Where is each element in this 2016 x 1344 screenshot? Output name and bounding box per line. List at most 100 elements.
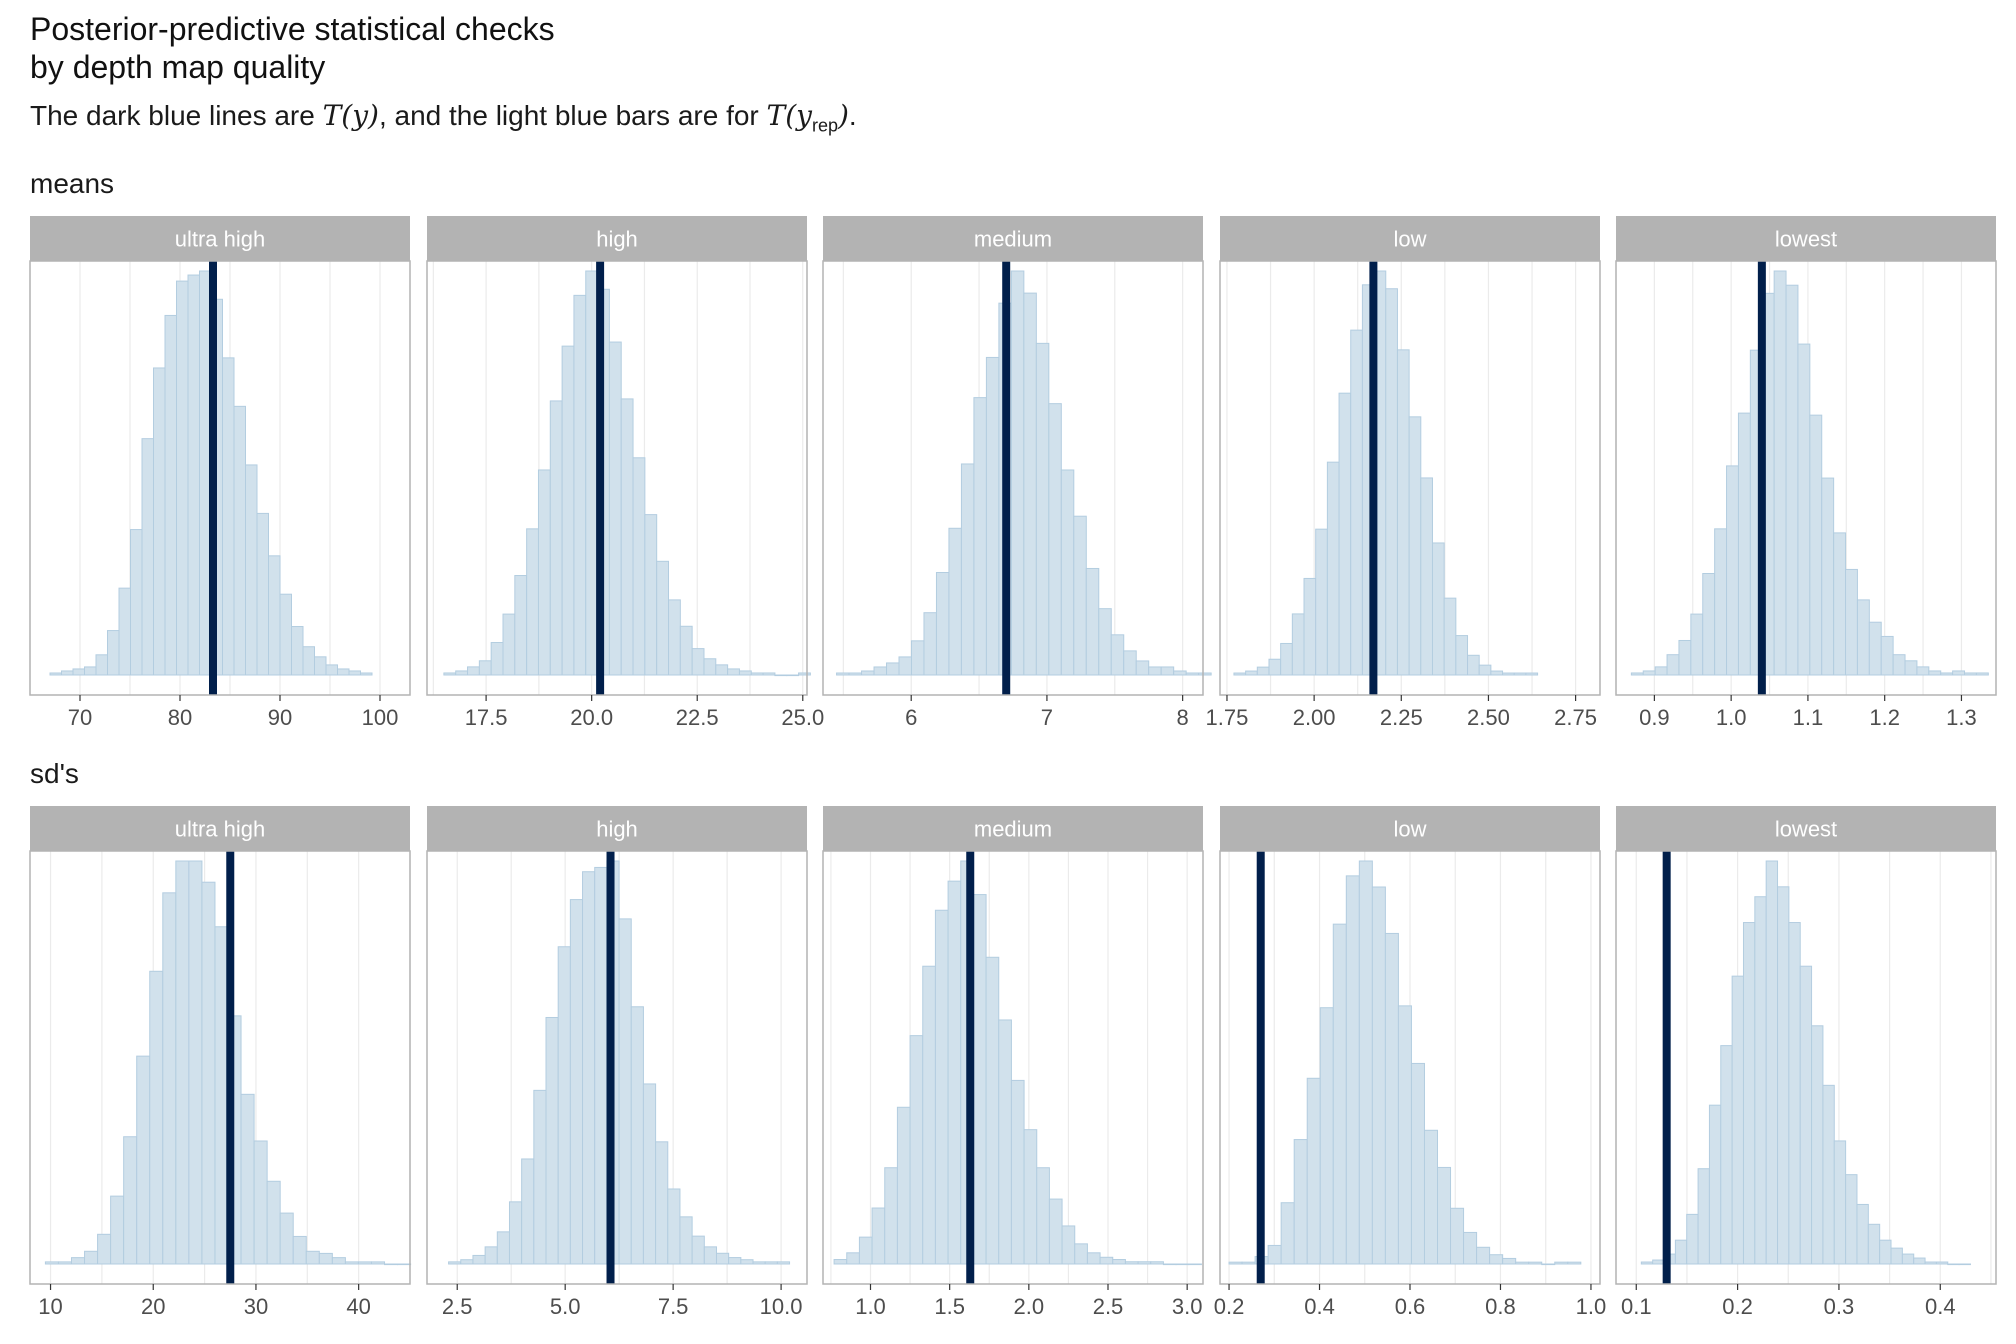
bar-means-lowest-25 <box>1928 670 1942 676</box>
bar-sd-s-high-4 <box>496 1231 510 1265</box>
bar-sd-s-high-5 <box>508 1201 523 1265</box>
bar-means-low-15 <box>1408 416 1422 676</box>
bar-sd-s-lowest-17 <box>1833 1140 1847 1265</box>
bar-means-ultra-high-0 <box>49 672 62 676</box>
bar-sd-s-ultra-high-16 <box>253 1140 268 1265</box>
tick-label-means-low-4: 2.75 <box>1554 705 1597 730</box>
bar-sd-s-lowest-19 <box>1856 1203 1869 1265</box>
bar-means-low-9 <box>1338 392 1352 676</box>
bar-sd-s-medium-18 <box>1061 1225 1076 1265</box>
bar-sd-s-medium-25 <box>1150 1261 1164 1265</box>
tick-label-sd-s-low-2: 0.6 <box>1395 1294 1426 1319</box>
panel-sd-s-medium: medium 1.0 1.5 2.0 2.5 3.0 <box>822 806 1204 1319</box>
bar-sd-s-ultra-high-15 <box>240 1093 255 1265</box>
bar-means-lowest-28 <box>1964 672 1977 676</box>
subtitle-ty-rep-close: ) <box>837 99 849 132</box>
bar-means-lowest-1 <box>1642 670 1656 676</box>
bar-sd-s-high-1 <box>460 1259 474 1265</box>
bar-means-high-1 <box>455 670 469 676</box>
bar-sd-s-ultra-high-0 <box>44 1261 59 1265</box>
bar-means-high-7 <box>526 528 539 676</box>
bar-means-ultra-high-9 <box>153 367 166 676</box>
bar-sd-s-medium-17 <box>1048 1198 1063 1265</box>
bar-sd-s-medium-7 <box>922 965 936 1265</box>
bar-sd-s-high-12 <box>594 866 608 1265</box>
tick-label-means-high-0: 17.5 <box>465 705 508 730</box>
bar-means-high-4 <box>490 642 504 676</box>
bar-sd-s-low-7 <box>1319 1007 1334 1265</box>
bar-sd-s-medium-13 <box>998 1019 1012 1265</box>
bar-means-ultra-high-18 <box>256 512 269 676</box>
tick-label-means-high-3: 25.0 <box>781 705 824 730</box>
bar-sd-s-ultra-high-6 <box>123 1136 138 1265</box>
bar-sd-s-ultra-high-27 <box>397 1263 412 1266</box>
strip-sd-s-medium <box>823 806 1203 851</box>
bar-means-low-23 <box>1502 672 1515 676</box>
bar-sd-s-high-27 <box>776 1261 791 1265</box>
bar-sd-s-lowest-27 <box>1947 1263 1960 1266</box>
bar-sd-s-low-22 <box>1515 1261 1530 1265</box>
bar-sd-s-ultra-high-21 <box>318 1252 333 1265</box>
bar-sd-s-ultra-high-19 <box>292 1235 307 1265</box>
bar-means-lowest-24 <box>1916 666 1930 676</box>
bar-means-medium-23 <box>1123 650 1137 676</box>
bar-sd-s-medium-3 <box>871 1207 886 1265</box>
bar-means-low-0 <box>1233 672 1247 676</box>
bar-means-low-1 <box>1245 670 1258 676</box>
bar-sd-s-low-16 <box>1437 1166 1452 1265</box>
bar-means-lowest-18 <box>1845 568 1858 676</box>
bar-means-low-16 <box>1420 477 1433 676</box>
bar-sd-s-low-21 <box>1502 1257 1517 1265</box>
bar-sd-s-high-23 <box>728 1257 742 1265</box>
bar-sd-s-high-3 <box>484 1246 498 1265</box>
bar-means-ultra-high-4 <box>95 654 108 676</box>
bar-means-high-15 <box>620 398 634 676</box>
tick-label-means-low-2: 2.25 <box>1380 705 1423 730</box>
bar-means-high-5 <box>502 613 516 676</box>
strip-label-means-ultra-high: ultra high <box>175 227 266 252</box>
bar-means-high-6 <box>514 575 528 676</box>
tick-label-sd-s-high-2: 7.5 <box>658 1294 689 1319</box>
bar-means-low-14 <box>1396 349 1410 676</box>
bar-means-ultra-high-16 <box>233 405 246 676</box>
panel-sd-s-low: low 0.2 0.4 0.6 0.8 1.0 <box>1214 806 1606 1319</box>
tick-label-sd-s-medium-2: 2.0 <box>1014 1294 1045 1319</box>
bar-sd-s-low-17 <box>1450 1207 1465 1265</box>
bar-sd-s-low-9 <box>1345 875 1360 1265</box>
bar-means-lowest-29 <box>1975 672 1989 676</box>
bar-sd-s-high-18 <box>667 1188 681 1265</box>
bar-means-lowest-4 <box>1678 639 1692 676</box>
bar-sd-s-high-19 <box>679 1216 693 1265</box>
bar-means-high-10 <box>561 345 575 676</box>
bar-means-medium-25 <box>1148 666 1162 676</box>
tick-label-sd-s-low-4: 1.0 <box>1576 1294 1607 1319</box>
bar-means-medium-21 <box>1098 608 1112 676</box>
bar-means-low-18 <box>1443 597 1457 676</box>
bar-means-ultra-high-6 <box>118 587 131 676</box>
chart-title-line-2: by depth map quality <box>30 49 326 85</box>
bar-sd-s-high-2 <box>472 1254 486 1265</box>
bar-sd-s-high-8 <box>545 1016 559 1265</box>
bar-sd-s-lowest-22 <box>1890 1247 1903 1265</box>
bar-means-ultra-high-5 <box>107 630 120 676</box>
bar-sd-s-high-0 <box>448 1261 462 1265</box>
tick-label-sd-s-high-1: 5.0 <box>550 1294 581 1319</box>
bar-means-lowest-15 <box>1809 414 1823 676</box>
bar-means-high-28 <box>774 674 788 677</box>
bar-sd-s-low-25 <box>1554 1261 1569 1265</box>
bar-sd-s-high-14 <box>618 918 632 1265</box>
bar-means-low-24 <box>1513 672 1527 676</box>
bar-sd-s-ultra-high-22 <box>331 1257 346 1265</box>
bar-means-ultra-high-19 <box>268 555 281 676</box>
tick-label-means-ultra-high-0: 70 <box>68 705 92 730</box>
bar-means-high-3 <box>478 660 492 676</box>
bar-sd-s-low-14 <box>1410 1062 1425 1265</box>
bar-means-high-30 <box>798 672 811 676</box>
bar-sd-s-high-26 <box>764 1261 778 1265</box>
bar-sd-s-low-10 <box>1358 860 1373 1265</box>
bar-sd-s-ultra-high-25 <box>370 1261 386 1265</box>
panel-border-sd-s-lowest <box>1615 850 1997 1285</box>
tick-label-sd-s-low-0: 0.2 <box>1214 1294 1245 1319</box>
row-label-means: means <box>30 168 115 199</box>
